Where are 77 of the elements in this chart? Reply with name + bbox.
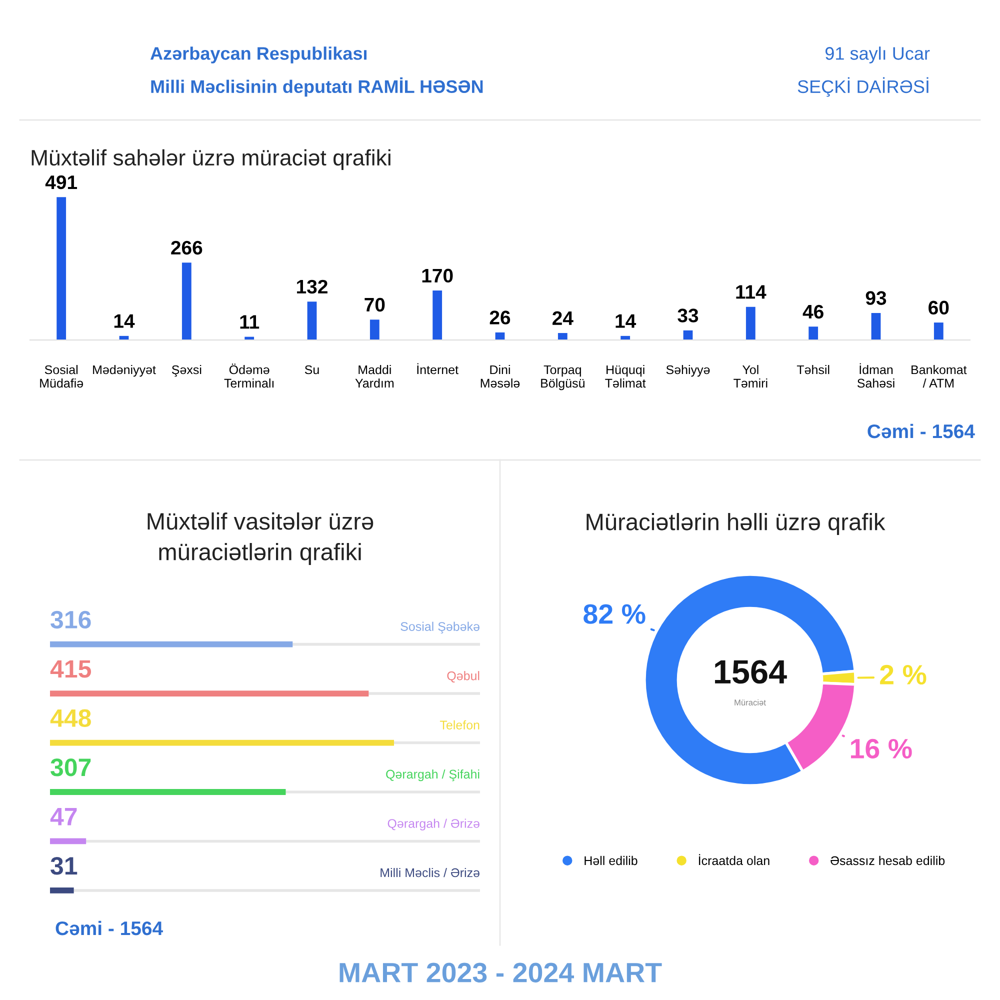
x-tick-label: Hüquqi Təlimat — [605, 365, 646, 388]
bar — [182, 262, 192, 340]
data-label: 307 — [50, 758, 91, 776]
chart-title: Müxtəlif sahələr üzrə müraciət qrafiki — [32, 149, 390, 170]
bar — [871, 312, 881, 340]
bar — [432, 290, 442, 340]
data-label: 2 % — [880, 664, 926, 685]
data-label: 14 — [616, 314, 636, 328]
data-label: 415 — [50, 660, 92, 678]
text: MART 2023 - 2024 MART — [340, 962, 662, 982]
chart-title: Müxtəlif vasitələr üzrə müraciətlərin qrafiki — [148, 512, 374, 565]
bar — [934, 322, 944, 340]
x-tick-label: Dini Məsələ — [480, 365, 520, 388]
x-tick-label: İdman Sahəsi — [857, 363, 894, 388]
bar — [683, 330, 693, 340]
x-tick-label: Ödəmə Terminalı — [224, 364, 274, 388]
bar — [50, 690, 369, 696]
y-tick-label: Qərargah / Şifahi — [386, 769, 480, 782]
bar — [808, 326, 818, 340]
text: Azərbaycan Respublikası — [150, 46, 366, 64]
x-tick-label: Bankomat / ATM — [912, 365, 967, 388]
text: 1564 — [715, 660, 787, 684]
x-tick-label: Mədəniyyət — [93, 365, 156, 377]
data-label: 316 — [50, 610, 91, 629]
data-label: 47 — [50, 808, 77, 826]
text: SEÇKİ DAİRƏSİ — [798, 77, 928, 97]
x-tick-label: Təhsil — [796, 365, 830, 374]
bar — [50, 789, 286, 795]
data-label: 93 — [866, 291, 886, 305]
data-label: 24 — [552, 311, 574, 325]
chart-title: Müraciətlərin həlli üzrə qrafik — [586, 512, 886, 535]
x-tick-label: Səhiyyə — [666, 365, 710, 377]
data-label: 14 — [114, 314, 135, 328]
text: 91 saylı Ucar — [825, 46, 930, 64]
y-tick-label: Milli Məclis / Ərizə — [380, 868, 480, 878]
data-label: 26 — [490, 310, 510, 324]
text: Milli Məclisinin deputatı RAMİL HƏSƏN — [151, 77, 483, 97]
bar — [370, 320, 380, 340]
x-tick-label: Şəxsi — [172, 365, 202, 377]
data-label: 46 — [802, 304, 824, 319]
x-tick-label: Su — [304, 365, 319, 374]
legend-label: İcraatda olan — [698, 854, 770, 866]
data-label: 33 — [678, 308, 698, 322]
x-tick-label: Sosial Müdafiə — [40, 365, 84, 388]
text: Müraciət — [734, 699, 766, 706]
x-tick-label: Yol Təmiri — [734, 365, 768, 388]
data-label: 82 % — [584, 604, 646, 624]
data-label: 114 — [736, 285, 766, 299]
data-label: 266 — [171, 240, 202, 255]
bar — [50, 838, 86, 844]
y-tick-label: Qəbul — [447, 671, 480, 682]
text: Cəmi - 1564 — [56, 920, 163, 936]
y-tick-label: Sosial Şəbəkə — [400, 622, 480, 634]
bar — [50, 740, 394, 746]
text: Cəmi - 1564 — [868, 424, 975, 438]
bar — [307, 302, 317, 340]
bar — [50, 641, 293, 648]
data-label: 70 — [364, 298, 385, 312]
legend-label: Həll edilib — [584, 856, 638, 866]
data-label: 16 % — [851, 738, 912, 759]
data-label: 11 — [240, 315, 260, 329]
x-tick-label: İnternet — [417, 363, 458, 374]
bar — [56, 197, 66, 340]
y-tick-label: Qərargah / Ərizə — [388, 818, 480, 830]
bar — [50, 888, 74, 894]
bar — [746, 306, 756, 340]
data-label: 170 — [422, 268, 453, 283]
legend-label: Əsassız hesab edilib — [830, 856, 945, 866]
data-label: 60 — [928, 300, 949, 315]
data-label: 448 — [50, 709, 91, 727]
bar — [558, 333, 568, 340]
x-tick-label: Maddi Yardım — [355, 365, 394, 388]
y-tick-label: Telefon — [440, 720, 480, 730]
data-label: 31 — [50, 856, 78, 875]
x-tick-label: Torpaq Bölgüsü — [541, 365, 584, 390]
data-label: 132 — [297, 280, 328, 294]
data-label: 491 — [45, 175, 78, 190]
